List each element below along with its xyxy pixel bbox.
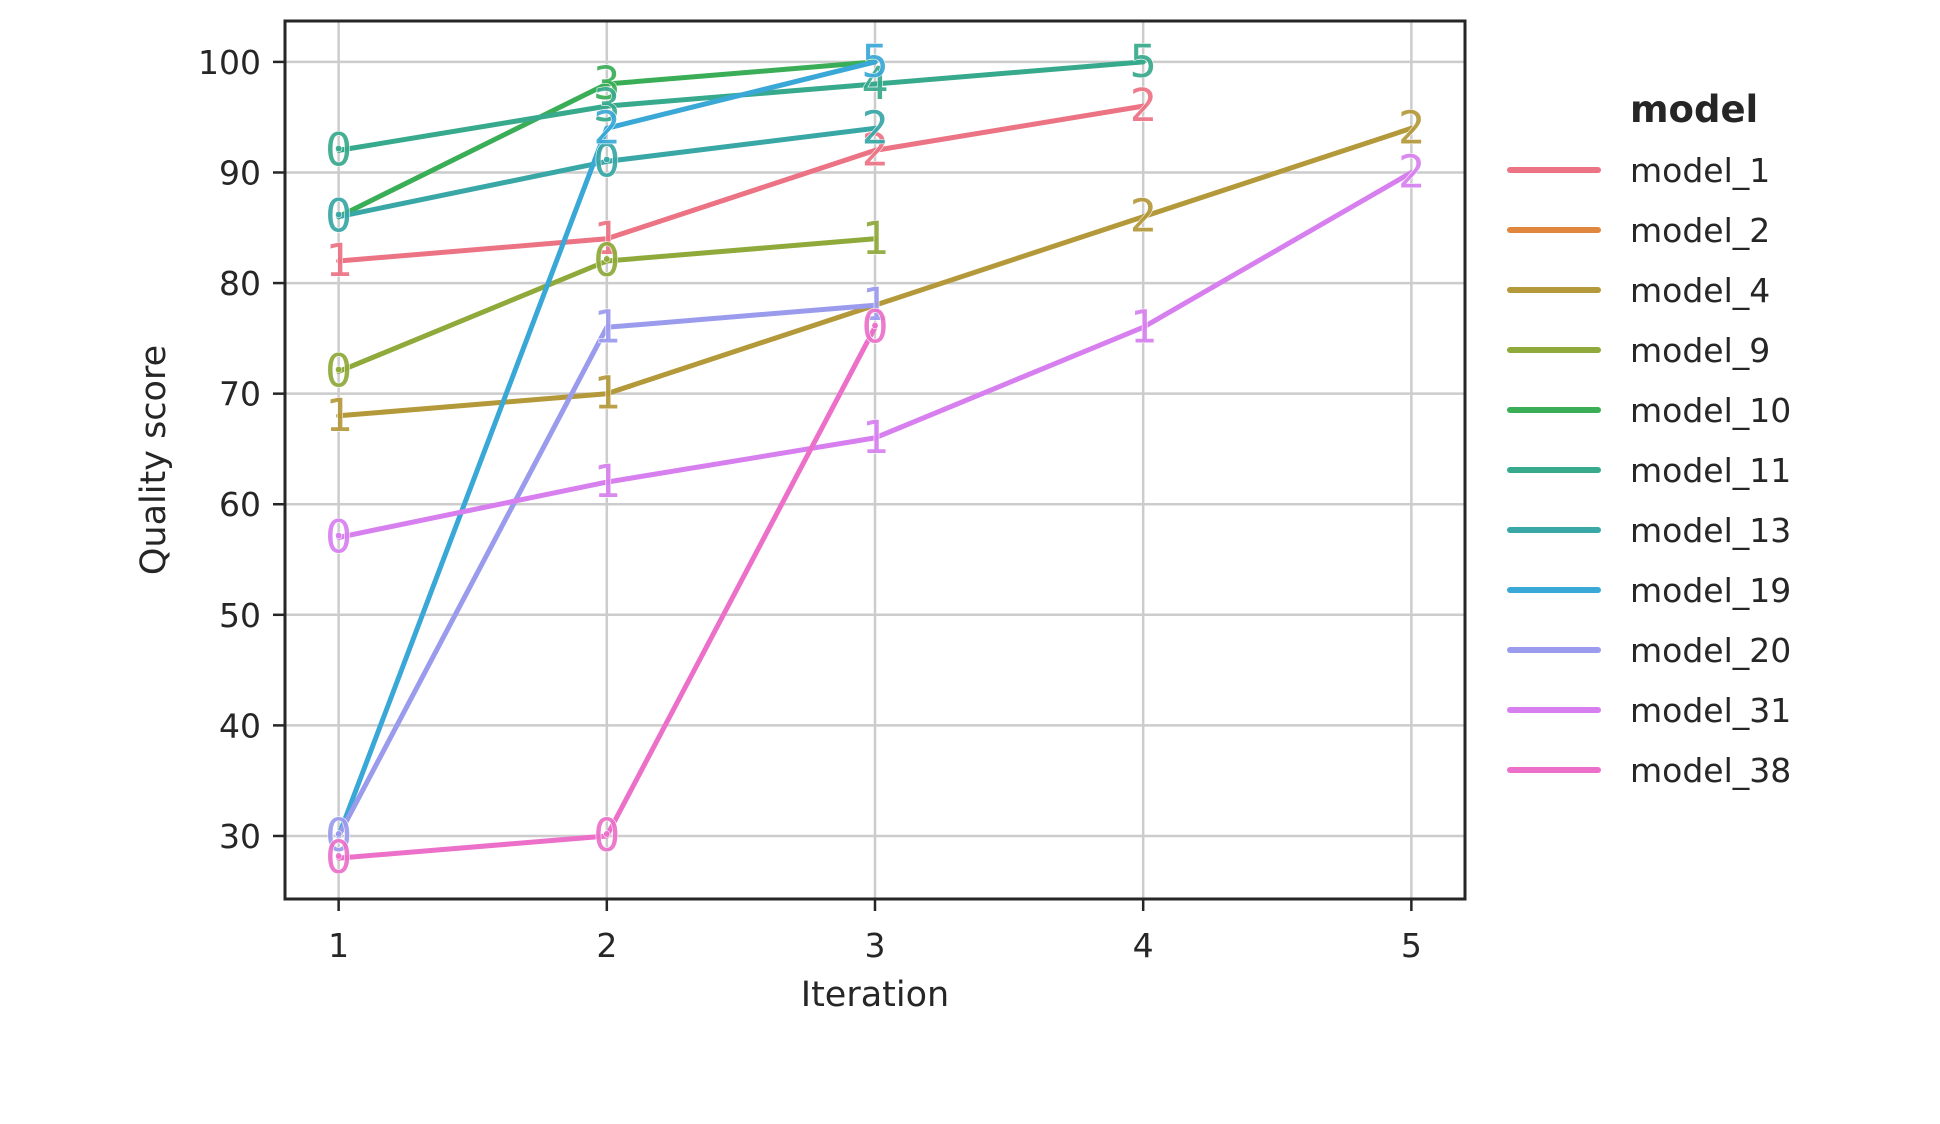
point-label: 0 (325, 510, 352, 563)
point-label: 0 (593, 234, 620, 287)
legend-title: model (1630, 88, 1758, 131)
point-label: 0 (861, 300, 888, 353)
point-label: 2 (1398, 145, 1425, 198)
point-label: 4 (861, 57, 888, 110)
series-layer (336, 59, 1414, 861)
point-label: 2 (1130, 190, 1157, 243)
point-label: 1 (325, 389, 352, 442)
point-label: 0 (325, 190, 352, 243)
legend-label-model_9: model_9 (1630, 331, 1770, 370)
point-label: 2 (1130, 79, 1157, 132)
y-axis-label: Quality score (134, 345, 174, 575)
x-tick-label: 3 (865, 926, 886, 965)
series-line-model_9 (336, 236, 878, 374)
x-tick-label: 5 (1401, 926, 1422, 965)
legend-label-model_4: model_4 (1630, 271, 1770, 310)
point-label: 1 (593, 300, 620, 353)
point-label: 1 (593, 212, 620, 265)
point-label: 1 (593, 367, 620, 420)
point-label: 0 (593, 809, 620, 862)
point-label: 0 (325, 831, 352, 884)
x-tick-label: 1 (328, 926, 349, 965)
y-tick-label: 100 (198, 43, 261, 82)
series-line-model_20 (336, 302, 878, 839)
series-line-model_31 (336, 170, 1414, 540)
legend-label-model_20: model_20 (1630, 631, 1791, 670)
legend-label-model_1: model_1 (1630, 151, 1770, 190)
legend-label-model_10: model_10 (1630, 391, 1791, 430)
legend-label-model_19: model_19 (1630, 571, 1791, 610)
x-tick-label: 4 (1133, 926, 1154, 965)
y-tick-label: 40 (219, 706, 261, 745)
point-label: 1 (861, 212, 888, 265)
point-label: 1 (1130, 300, 1157, 353)
legend: model model_1 model_2 model_4 model_9 model_… (1507, 88, 1791, 790)
point-label: 0 (325, 345, 352, 398)
legend-label-model_11: model_11 (1630, 451, 1791, 490)
point-label: 3 (593, 57, 620, 110)
series-line-model_13 (336, 125, 878, 220)
point-label: 5 (861, 35, 888, 88)
point-label: 3 (593, 79, 620, 132)
point-label: 5 (1130, 35, 1157, 88)
point-label: 0 (325, 809, 352, 862)
point-label: 2 (861, 123, 888, 176)
legend-label-model_31: model_31 (1630, 691, 1791, 730)
point-label: 1 (861, 278, 888, 331)
point-label: 2 (1398, 101, 1425, 154)
point-label: 2 (861, 101, 888, 154)
series-line-model_10 (336, 59, 878, 220)
point-label: 1 (325, 234, 352, 287)
series-line-model_38 (336, 324, 878, 861)
x-axis-label: Iteration (801, 975, 949, 1015)
series-line-model_19 (336, 59, 878, 839)
point-label: 1 (861, 411, 888, 464)
series-line-model_1 (336, 103, 1146, 264)
legend-label-model_2: model_2 (1630, 211, 1770, 250)
x-tick-label: 2 (596, 926, 617, 965)
y-axis: 30 40 50 60 70 80 90 100 (198, 43, 285, 856)
point-label: 2 (593, 101, 620, 154)
y-tick-label: 90 (219, 153, 261, 192)
x-axis: 1 2 3 4 5 (328, 899, 1422, 965)
y-tick-label: 70 (219, 375, 261, 414)
y-tick-label: 50 (219, 596, 261, 635)
point-label: 1 (593, 455, 620, 508)
y-tick-label: 60 (219, 485, 261, 524)
legend-label-model_38: model_38 (1630, 751, 1791, 790)
legend-label-model_13: model_13 (1630, 511, 1791, 550)
point-label: 0 (325, 123, 352, 176)
y-tick-label: 30 (219, 817, 261, 856)
y-tick-label: 80 (219, 264, 261, 303)
point-label: 0 (593, 134, 620, 187)
